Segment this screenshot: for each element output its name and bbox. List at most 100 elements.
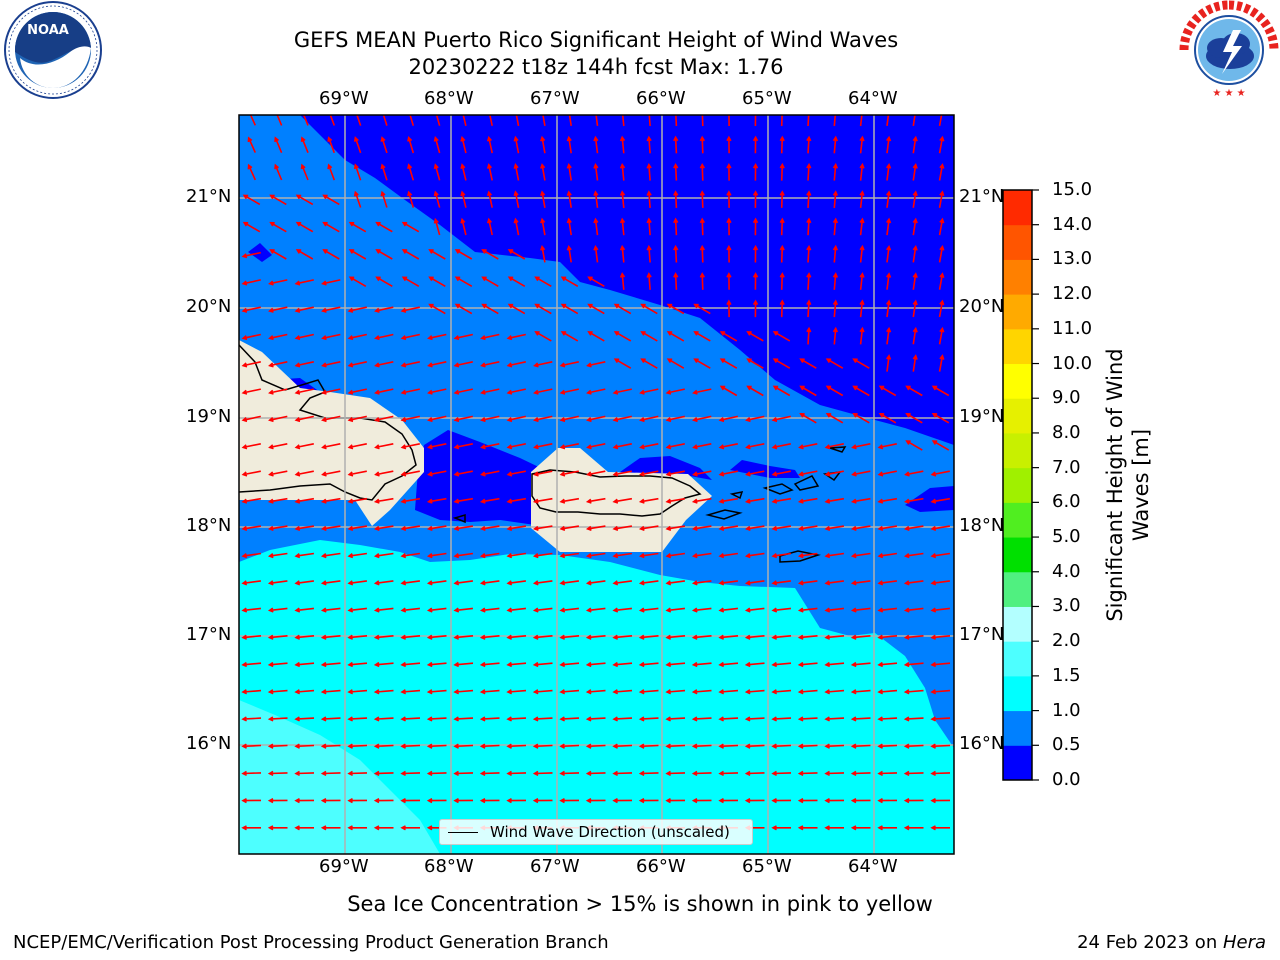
wave-direction-arrow bbox=[930, 770, 951, 777]
wave-direction-arrow bbox=[433, 135, 441, 154]
wave-direction-arrow bbox=[540, 135, 546, 154]
wave-direction-arrow bbox=[241, 634, 262, 640]
wave-direction-arrow bbox=[692, 443, 712, 450]
wave-direction-arrow bbox=[903, 797, 924, 804]
wave-direction-arrow bbox=[506, 361, 526, 368]
coastline-st-croix bbox=[779, 550, 821, 563]
wave-direction-arrow bbox=[559, 634, 580, 640]
wave-direction-arrow bbox=[691, 497, 712, 504]
wave-direction-arrow bbox=[320, 716, 341, 722]
wave-direction-arrow bbox=[699, 244, 705, 263]
wave-direction-arrow bbox=[665, 415, 685, 423]
wave-direction-arrow bbox=[752, 217, 759, 236]
colorbar-tick-label: 4.0 bbox=[1052, 560, 1081, 582]
wave-direction-arrow bbox=[938, 326, 945, 345]
wave-direction-arrow bbox=[426, 743, 447, 749]
wave-direction-arrow bbox=[347, 716, 368, 722]
wave-direction-arrow bbox=[877, 470, 897, 477]
wave-direction-arrow bbox=[612, 470, 632, 477]
wave-direction-arrow bbox=[665, 388, 685, 395]
wave-direction-arrow bbox=[886, 217, 892, 236]
wave-direction-arrow bbox=[859, 217, 865, 236]
wave-direction-arrow bbox=[373, 552, 394, 559]
wave-direction-arrow bbox=[506, 470, 526, 477]
wave-direction-arrow bbox=[797, 580, 818, 586]
wave-direction-arrow bbox=[532, 743, 553, 749]
colorbar-segment bbox=[1003, 641, 1032, 677]
wave-direction-arrow bbox=[401, 221, 420, 233]
wave-direction-arrow bbox=[373, 607, 394, 613]
wave-direction-arrow bbox=[462, 115, 467, 126]
wave-direction-arrow bbox=[407, 163, 415, 181]
colorbar-tick-label: 5.0 bbox=[1052, 526, 1081, 548]
wave-direction-arrow bbox=[640, 303, 658, 315]
wave-direction-arrow bbox=[274, 136, 283, 154]
colorbar-tick-label: 0.0 bbox=[1052, 769, 1081, 790]
wave-direction-arrow bbox=[903, 661, 924, 668]
wave-direction-arrow bbox=[426, 525, 447, 532]
wave-direction-arrow bbox=[427, 470, 447, 477]
wave-direction-arrow bbox=[480, 388, 500, 395]
wave-direction-arrow bbox=[619, 272, 626, 290]
wave-direction-arrow bbox=[532, 716, 553, 722]
wave-direction-arrow bbox=[718, 607, 738, 613]
date-footer: 24 Feb 2023 on Hera bbox=[1077, 932, 1266, 954]
wave-direction-arrow bbox=[453, 689, 474, 695]
wave-direction-arrow bbox=[241, 251, 261, 259]
wave-direction-arrow bbox=[426, 797, 447, 804]
wave-direction-arrow bbox=[480, 333, 500, 341]
wave-direction-arrow bbox=[691, 743, 712, 749]
wave-direction-arrow bbox=[728, 115, 730, 127]
lon-label-bottom-67w: 67°W bbox=[530, 856, 580, 877]
wave-direction-arrow bbox=[585, 552, 606, 559]
wave-direction-arrow bbox=[930, 607, 950, 613]
wave-direction-arrow bbox=[807, 115, 810, 127]
wave-direction-arrow bbox=[375, 249, 393, 260]
wind-wave-arrows bbox=[241, 115, 951, 831]
wave-direction-arrow bbox=[718, 716, 739, 722]
wave-direction-arrow bbox=[612, 770, 633, 777]
wave-direction-arrow bbox=[506, 689, 527, 695]
wave-direction-arrow bbox=[912, 217, 918, 236]
wave-direction-arrow bbox=[559, 689, 580, 695]
wave-direction-arrow bbox=[612, 634, 633, 640]
wave-direction-arrow bbox=[267, 552, 288, 559]
wave-direction-arrow bbox=[692, 388, 712, 395]
wave-direction-arrow bbox=[832, 162, 839, 181]
colorbar-segment bbox=[1003, 606, 1032, 642]
wave-direction-arrow bbox=[825, 385, 844, 397]
wave-direction-arrow bbox=[665, 797, 686, 804]
wave-direction-arrow bbox=[718, 661, 739, 668]
wave-direction-arrow bbox=[295, 249, 314, 260]
wave-direction-arrow bbox=[824, 580, 845, 586]
wave-direction-arrow bbox=[886, 272, 892, 290]
wave-direction-arrow bbox=[772, 331, 791, 342]
lat-label-right-20n: 20°N bbox=[959, 296, 1005, 317]
wave-direction-arrow bbox=[799, 358, 817, 369]
wave-direction-arrow bbox=[718, 443, 738, 450]
wave-direction-arrow bbox=[560, 276, 579, 287]
wave-direction-arrow bbox=[559, 525, 580, 532]
wave-direction-arrow bbox=[559, 415, 579, 423]
wave-direction-arrow bbox=[300, 136, 309, 154]
wave-direction-arrow bbox=[824, 661, 845, 668]
wave-direction-arrow bbox=[877, 770, 898, 777]
wave-direction-arrow bbox=[851, 443, 871, 450]
wave-direction-arrow bbox=[460, 135, 467, 154]
wave-direction-arrow bbox=[321, 306, 341, 313]
wave-direction-arrow bbox=[585, 716, 606, 722]
wave-direction-arrow bbox=[754, 115, 757, 127]
wave-direction-arrow bbox=[321, 443, 341, 450]
wave-direction-arrow bbox=[241, 743, 262, 749]
wave-direction-arrow bbox=[566, 135, 572, 154]
wave-direction-arrow bbox=[532, 634, 553, 640]
colorbar-segment bbox=[1003, 710, 1032, 746]
wave-direction-arrow bbox=[506, 388, 526, 395]
wave-direction-arrow bbox=[268, 279, 288, 286]
wave-direction-arrow bbox=[373, 825, 394, 831]
wave-direction-arrow bbox=[481, 276, 499, 287]
legend-label: Wind Wave Direction (unscaled) bbox=[490, 823, 730, 841]
wave-direction-arrow bbox=[665, 716, 686, 722]
wave-direction-arrow bbox=[850, 552, 871, 559]
wave-direction-arrow bbox=[665, 743, 686, 749]
